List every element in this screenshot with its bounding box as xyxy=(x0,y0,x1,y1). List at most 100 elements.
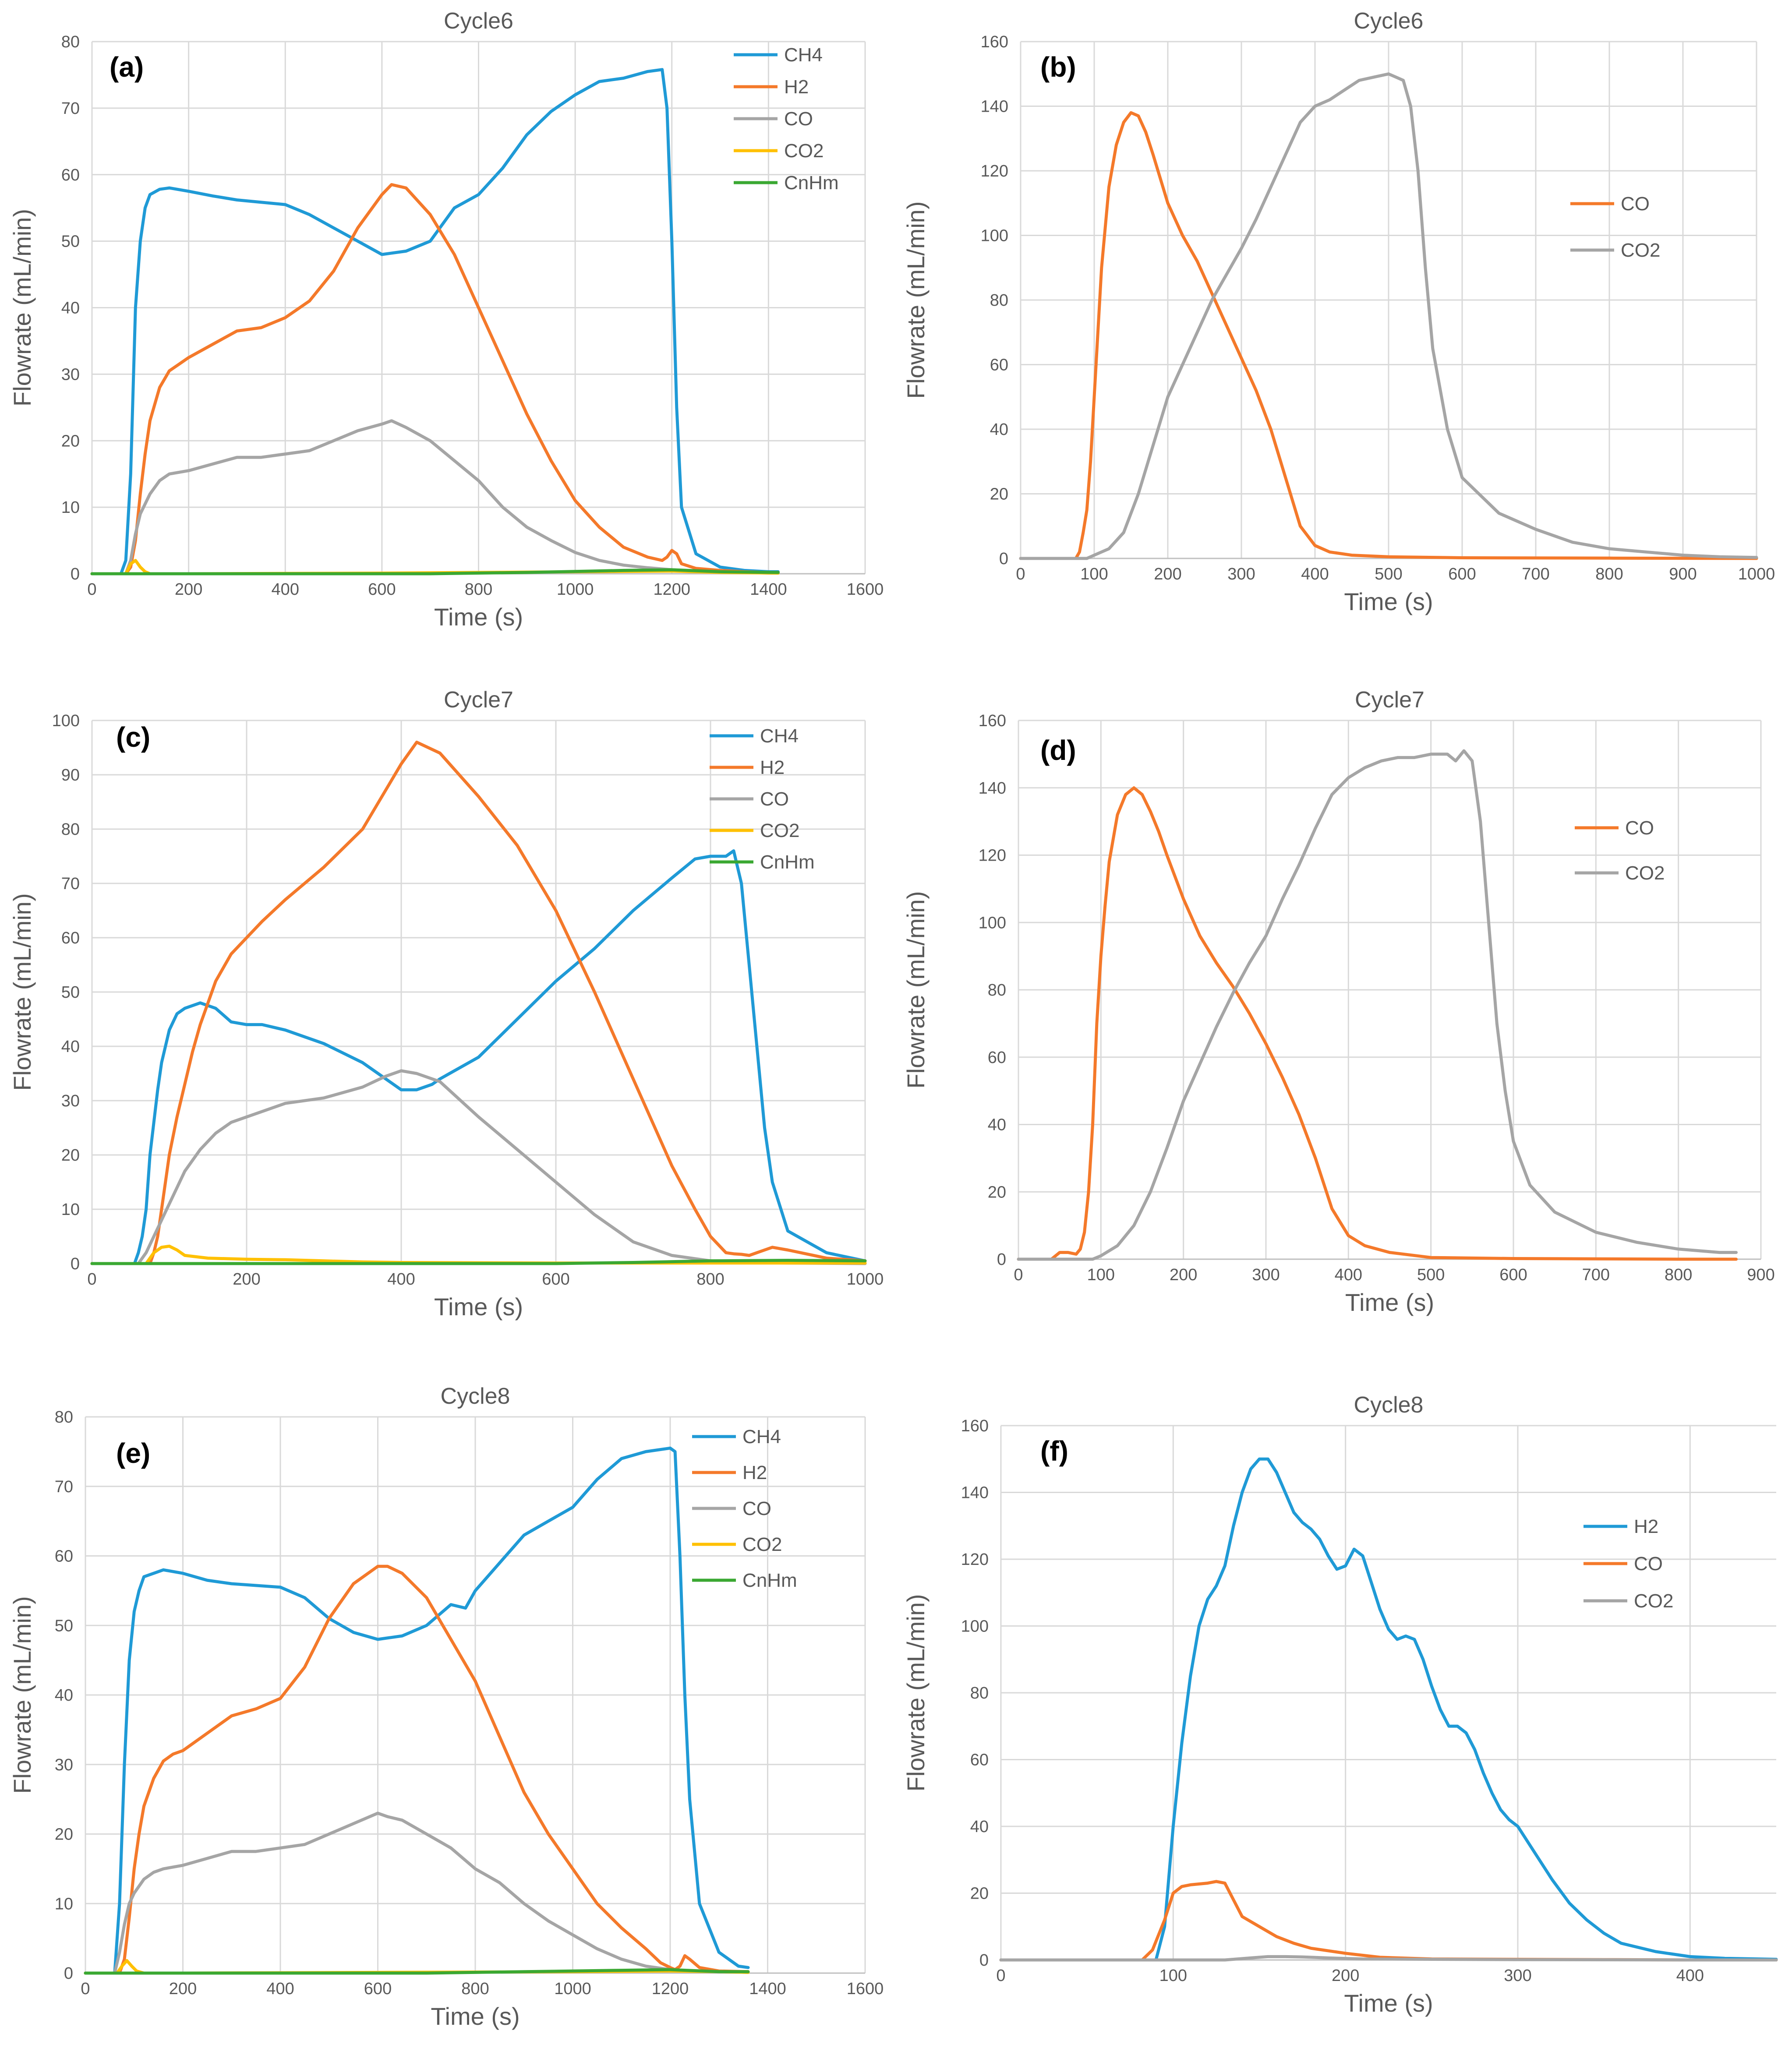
y-axis-title: Flowrate (mL/min) xyxy=(902,891,930,1088)
series-line-co2 xyxy=(1019,72,1758,560)
x-tick-label: 0 xyxy=(87,1270,96,1289)
x-tick-label: 100 xyxy=(1159,1967,1187,1985)
x-tick-label: 1600 xyxy=(847,580,884,599)
series-line-co xyxy=(84,1811,750,1975)
legend: CH4 H2 CO CO2 CnHm xyxy=(692,1426,797,1591)
legend-label-co: CO xyxy=(1621,193,1650,215)
legend-label-ch4: CH4 xyxy=(784,44,823,66)
series-line-co xyxy=(90,419,780,576)
y-tick-label: 160 xyxy=(981,33,1008,51)
x-axis-title: Time (s) xyxy=(434,1293,523,1321)
x-tick-label: 200 xyxy=(1332,1967,1359,1985)
y-tick-label: 70 xyxy=(55,1478,73,1496)
chart-panel-6: 0 100 200 300 400 0 20 40 60 80 100 120 140 160 Cycle8… xyxy=(902,1392,1778,2017)
x-tick-label: 600 xyxy=(1499,1266,1527,1284)
chart-panel-1: 0 200 400 600 800 1000 1200 1400 1600 0 10 20 30 40 50… xyxy=(8,8,884,631)
y-tick-label: 100 xyxy=(979,914,1006,932)
y-tick-label: 0 xyxy=(64,1964,73,1983)
legend-label-co: CO xyxy=(760,788,789,810)
legend: H2 CO CO2 xyxy=(1583,1516,1673,1612)
legend-label-cnhm: CnHm xyxy=(760,851,815,873)
y-tick-label: 60 xyxy=(61,166,80,184)
x-axis-title: Time (s) xyxy=(1344,588,1433,615)
x-tick-label: 800 xyxy=(1665,1266,1692,1284)
y-tick-label: 50 xyxy=(55,1617,73,1635)
x-tick-label: 0 xyxy=(1014,1266,1023,1284)
y-tick-label: 20 xyxy=(61,1146,80,1165)
y-tick-label: 20 xyxy=(61,432,80,450)
y-tick-label: 0 xyxy=(979,1951,989,1970)
y-tick-label: 80 xyxy=(61,820,80,839)
x-tick-label: 0 xyxy=(81,1980,90,1998)
y-tick-label: 50 xyxy=(61,983,80,1002)
legend-label-co2: CO2 xyxy=(1625,862,1665,884)
y-tick-label: 20 xyxy=(990,485,1008,504)
x-tick-label: 400 xyxy=(1335,1266,1362,1284)
series-line-co xyxy=(1019,111,1758,560)
y-tick-label: 10 xyxy=(55,1895,73,1913)
x-tick-label: 1200 xyxy=(652,1980,689,1998)
x-tick-label: 700 xyxy=(1522,565,1549,583)
series-line-h2 xyxy=(90,183,780,576)
y-tick-label: 40 xyxy=(970,1818,989,1836)
x-tick-label: 400 xyxy=(272,580,299,599)
chart-title: Cycle6 xyxy=(1354,8,1424,34)
legend-label-co: CO xyxy=(1625,817,1654,839)
y-tick-label: 60 xyxy=(55,1547,73,1566)
legend-label-co: CO xyxy=(1634,1553,1663,1575)
y-tick-label: 0 xyxy=(71,565,80,583)
series-line-ch4 xyxy=(90,849,867,1265)
x-tick-label: 600 xyxy=(542,1270,569,1289)
legend: CH4 H2 CO CO2 CnHm xyxy=(734,44,839,194)
y-axis-title: Flowrate (mL/min) xyxy=(8,209,36,406)
x-tick-label: 200 xyxy=(1154,565,1181,583)
series-line-co xyxy=(1017,786,1738,1261)
x-axis-title: Time (s) xyxy=(431,2002,520,2030)
x-tick-label: 200 xyxy=(175,580,202,599)
legend-label-co: CO xyxy=(742,1498,771,1519)
panel-letter: (e) xyxy=(116,1437,150,1469)
x-tick-label: 200 xyxy=(233,1270,260,1289)
y-tick-label: 40 xyxy=(61,1038,80,1056)
x-tick-label: 0 xyxy=(1016,565,1025,583)
legend-label-h2: H2 xyxy=(1634,1516,1658,1537)
y-tick-label: 20 xyxy=(988,1183,1006,1201)
y-tick-label: 0 xyxy=(71,1255,80,1273)
x-tick-label: 1600 xyxy=(847,1980,884,1998)
y-tick-label: 70 xyxy=(61,875,80,893)
legend-label-ch4: CH4 xyxy=(742,1426,781,1448)
y-tick-label: 40 xyxy=(990,420,1008,439)
y-tick-label: 60 xyxy=(990,356,1008,374)
x-tick-label: 1000 xyxy=(554,1980,591,1998)
x-tick-label: 800 xyxy=(461,1980,489,1998)
x-tick-label: 100 xyxy=(1087,1266,1115,1284)
y-tick-label: 80 xyxy=(970,1684,989,1702)
series-line-co2 xyxy=(90,559,780,576)
x-axis-title: Time (s) xyxy=(1344,1989,1433,2017)
y-tick-label: 140 xyxy=(979,779,1006,798)
y-tick-label: 30 xyxy=(55,1756,73,1774)
series-line-co2 xyxy=(1017,749,1738,1261)
chart-panel-2: 0 100 200 300 400 500 600 700 800 900 1000 0 20 40 60 8… xyxy=(902,8,1775,615)
y-tick-label: 80 xyxy=(55,1408,73,1426)
y-tick-label: 120 xyxy=(979,847,1006,865)
panel-letter: (a) xyxy=(110,51,144,83)
y-tick-label: 140 xyxy=(981,98,1008,116)
x-tick-label: 800 xyxy=(696,1270,724,1289)
series-line-co xyxy=(90,1069,867,1265)
legend-label-co2: CO2 xyxy=(1634,1590,1673,1612)
x-axis-title: Time (s) xyxy=(434,603,523,631)
x-tick-label: 400 xyxy=(266,1980,294,1998)
legend-label-co2: CO2 xyxy=(760,820,799,841)
panel-letter: (f) xyxy=(1040,1435,1068,1467)
x-tick-label: 1000 xyxy=(557,580,594,599)
x-tick-label: 1400 xyxy=(749,1980,786,1998)
y-tick-label: 40 xyxy=(55,1686,73,1705)
legend-label-cnhm: CnHm xyxy=(742,1570,797,1591)
series-line-cnhm xyxy=(90,568,780,576)
y-tick-label: 140 xyxy=(961,1484,989,1502)
legend-label-co2: CO2 xyxy=(784,140,824,162)
legend: CO CO2 xyxy=(1570,193,1660,261)
